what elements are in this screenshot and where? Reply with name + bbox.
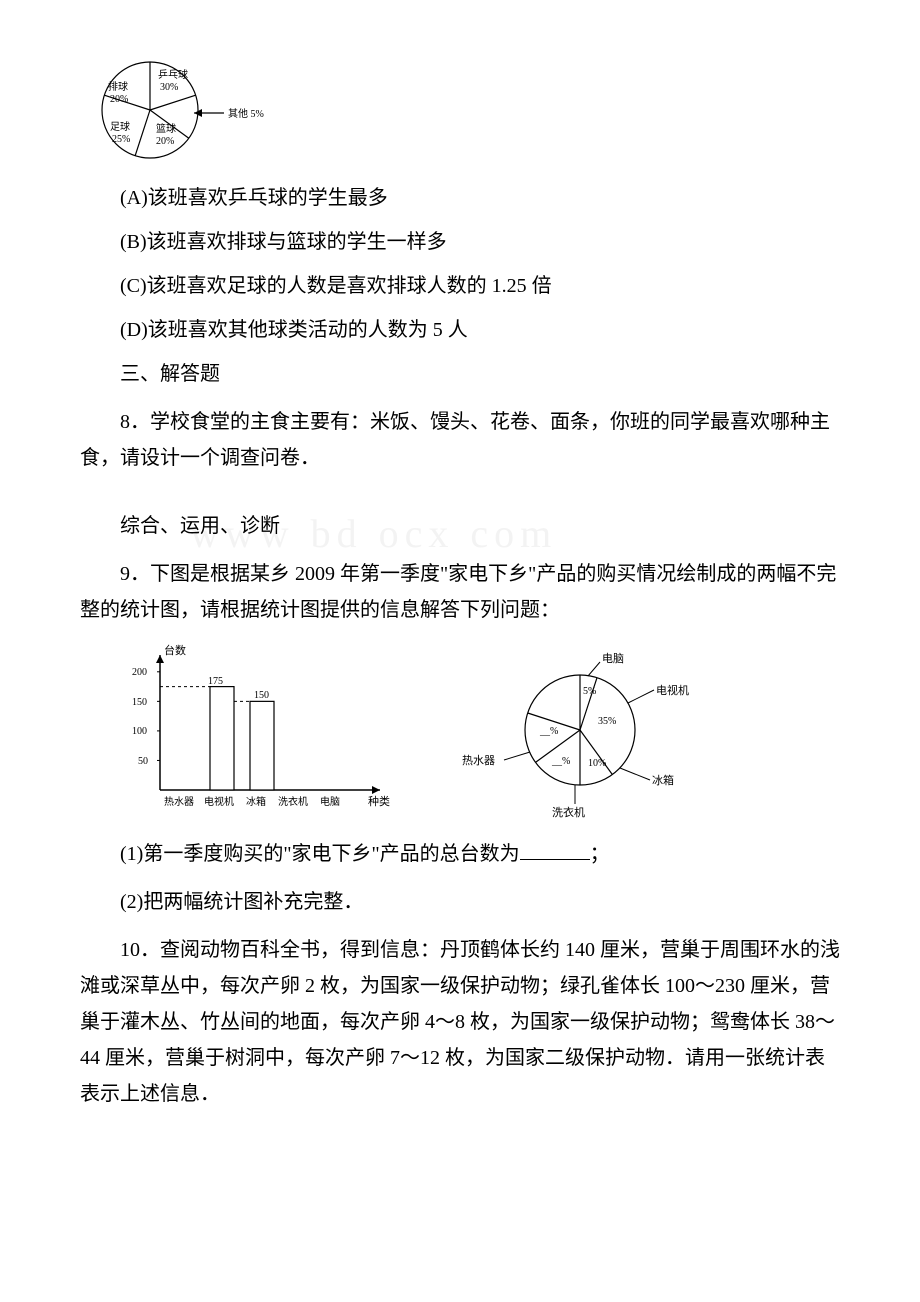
pie1-label-other: 其他 5% xyxy=(228,107,264,120)
section-3-heading: 三、解答题 xyxy=(80,356,840,392)
cat-4: 电脑 xyxy=(320,795,340,808)
pie2-pct-heater: __% xyxy=(539,726,558,737)
pie2-label-tv: 电视机 xyxy=(656,683,689,697)
question-9-1: (1)第一季度购买的"家电下乡"产品的总台数为 ； xyxy=(80,836,840,872)
value-175: 175 xyxy=(208,676,223,687)
question-8: 8．学校食堂的主食主要有：米饭、馒头、花卷、面条，你班的同学最喜欢哪种主食，请设… xyxy=(80,404,840,476)
bar-chart-appliances: 台数 种类 50 100 150 200 175 150 热水 xyxy=(120,640,400,820)
pie1-pct-basketball: 20% xyxy=(156,136,174,147)
pie-chart-appliances: 5% 35% 10% __% __% 电脑 电视机 冰箱 洗衣机 热水器 xyxy=(460,640,720,820)
option-b: (B)该班喜欢排球与篮球的学生一样多 xyxy=(80,224,840,260)
pie2-label-wash: 洗衣机 xyxy=(552,805,585,819)
pie2-pct-computer: 5% xyxy=(583,686,596,697)
question-9-2: (2)把两幅统计图补充完整． xyxy=(80,884,840,920)
pie1-label-pingpong: 乒乓球 xyxy=(158,68,188,81)
bar-xlabel: 种类 xyxy=(368,794,390,808)
pie2-pct-fridge: 10% xyxy=(588,758,606,769)
pie2-label-heater: 热水器 xyxy=(462,754,495,767)
cat-0: 热水器 xyxy=(164,795,194,808)
option-c: (C)该班喜欢足球的人数是喜欢排球人数的 1.25 倍 xyxy=(80,268,840,304)
value-150: 150 xyxy=(254,690,269,701)
section-synthesis-heading: 综合、运用、诊断 xyxy=(80,508,840,544)
ytick-150: 150 xyxy=(132,697,147,708)
pie-chart-sports: 乒乓球 30% 排球 20% 足球 25% 篮球 20% 其他 5% xyxy=(80,40,280,180)
option-a: (A)该班喜欢乒乓球的学生最多 xyxy=(80,180,840,216)
pie1-label-volleyball: 排球 xyxy=(108,80,128,93)
option-d: (D)该班喜欢其他球类活动的人数为 5 人 xyxy=(80,312,840,348)
pie2-pct-tv: 35% xyxy=(598,716,616,727)
pie2-label-fridge: 冰箱 xyxy=(652,773,674,787)
pie2-label-computer: 电脑 xyxy=(602,652,624,665)
pie1-label-basketball: 篮球 xyxy=(156,122,176,135)
pie2-pct-wash: __% xyxy=(551,756,570,767)
cat-2: 冰箱 xyxy=(246,795,266,808)
q9-1-suffix: ； xyxy=(590,843,610,865)
cat-3: 洗衣机 xyxy=(278,795,308,808)
pie1-label-football: 足球 xyxy=(110,120,130,133)
cat-1: 电视机 xyxy=(204,795,234,808)
pie1-pct-volleyball: 20% xyxy=(110,94,128,105)
ytick-200: 200 xyxy=(132,667,147,678)
pie1-pct-football: 25% xyxy=(112,134,130,145)
question-10: 10．查阅动物百科全书，得到信息：丹顶鹤体长约 140 厘米，营巢于周围环水的浅… xyxy=(80,932,840,1112)
q9-diagrams: 台数 种类 50 100 150 200 175 150 热水 xyxy=(120,640,840,820)
bar-ylabel: 台数 xyxy=(164,643,186,657)
ytick-50: 50 xyxy=(138,756,148,767)
pie1-pct-pingpong: 30% xyxy=(160,82,178,93)
q9-1-prefix: (1)第一季度购买的"家电下乡"产品的总台数为 xyxy=(120,843,520,865)
ytick-100: 100 xyxy=(132,726,147,737)
question-9-intro: 9．下图是根据某乡 2009 年第一季度"家电下乡"产品的购买情况绘制成的两幅不… xyxy=(80,556,840,628)
blank-fill[interactable] xyxy=(520,840,590,860)
